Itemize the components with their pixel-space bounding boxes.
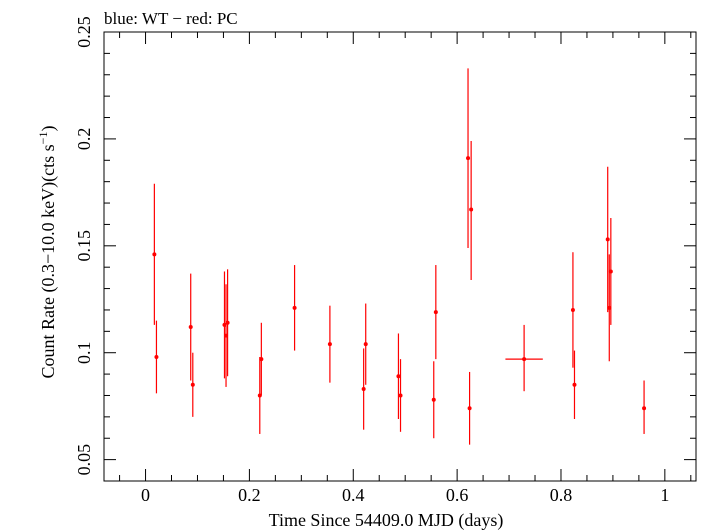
x-axis-ticks [119,32,692,481]
y-axis-label-superscript: −1 [36,132,50,145]
point-marker [522,357,527,362]
y-axis-ticks [104,31,696,482]
data-point [361,348,366,430]
x-tick-label: 0.8 [550,485,573,505]
point-marker [152,252,157,257]
y-axis-label-main: Count Rate (0.3−10.0 keV)(cts s [38,144,59,378]
point-marker [190,382,195,387]
data-points [152,68,647,445]
point-marker [396,374,401,379]
data-point [190,352,195,417]
point-marker [292,305,297,310]
point-marker [469,207,474,212]
data-point [466,68,471,248]
data-point [152,183,157,325]
y-axis-label: Count Rate (0.3−10.0 keV)(cts s−1) [36,126,59,379]
data-point [363,303,368,385]
data-point [292,265,297,351]
data-point [433,265,438,360]
data-point [225,269,230,377]
data-point [327,305,332,383]
y-tick-label: 0.2 [74,128,94,151]
x-tick-label: 0.2 [238,485,261,505]
point-marker [188,325,193,330]
point-marker [608,269,613,274]
x-tick-label: 0 [141,485,150,505]
data-point [154,320,159,394]
y-axis-tick-labels: 0.05 0.1 0.15 0.2 0.25 [74,16,94,475]
point-marker [572,382,577,387]
data-point [505,324,543,392]
data-point [396,333,401,419]
point-marker [466,156,471,161]
chart-title: blue: WT − red: PC [104,9,238,28]
point-marker [431,397,436,402]
y-tick-label: 0.15 [74,230,94,261]
y-tick-label: 0.25 [74,16,94,48]
data-point [605,166,610,313]
data-point [259,322,264,396]
x-tick-label: 1 [660,485,669,505]
data-point [398,359,403,432]
x-tick-label: 0.4 [342,485,365,505]
point-marker [225,320,230,325]
x-axis-tick-labels: 0 0.2 0.4 0.6 0.8 1 [141,485,669,505]
point-marker [398,393,403,398]
data-point [467,371,472,445]
x-tick-label: 0.6 [446,485,469,505]
data-point [469,141,474,281]
y-axis-label-end: ) [38,126,59,132]
point-marker [361,387,366,392]
data-point [570,252,575,368]
point-marker [363,342,368,347]
data-point [431,361,436,439]
point-marker [605,237,610,242]
y-tick-label: 0.1 [74,341,94,364]
plot-frame [103,31,697,482]
point-marker [570,307,575,312]
y-tick-label: 0.05 [74,444,94,476]
x-axis-label: Time Since 54409.0 MJD (days) [269,510,504,531]
point-marker [642,406,647,411]
point-marker [154,354,159,359]
data-point [188,273,193,381]
data-point [608,218,613,325]
point-marker [467,406,472,411]
point-marker [327,342,332,347]
point-marker [433,310,438,315]
data-point [642,380,647,434]
data-point [572,350,577,419]
point-marker [259,357,264,362]
